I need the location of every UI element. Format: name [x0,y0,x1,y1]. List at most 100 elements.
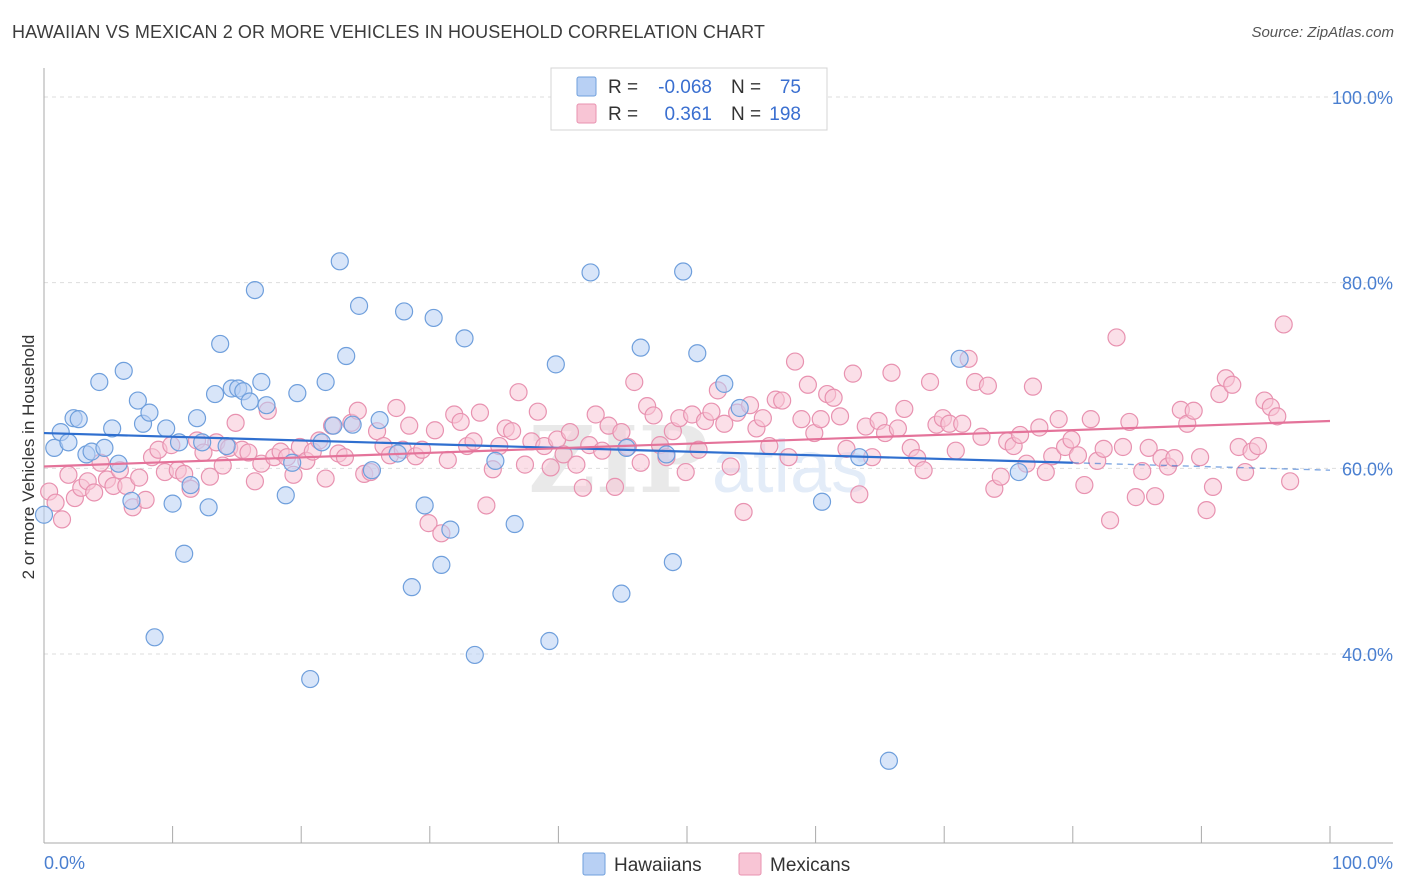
mexican-point [1081,410,1100,429]
mexican-point [953,414,972,433]
mexican-point [914,461,933,480]
hawaiian-point [631,338,650,357]
hawaiian-point [879,751,899,770]
mexican-point [59,465,78,484]
hawaiian-point [69,410,88,429]
hawaiian-point [455,329,474,348]
mexican-point [837,439,856,458]
mexican-point [1062,430,1081,449]
hawaiian-point [730,398,749,418]
legend-n-value-2: 198 [769,104,801,125]
mexican-point [850,485,869,504]
mexican-point [843,364,862,383]
legend-r-value-2: 0.361 [664,104,712,125]
mexican-point [335,448,355,467]
hawaiian-point [252,372,271,392]
mexican-point [1075,475,1094,495]
y-tick-label: 60.0% [1342,459,1393,479]
x-tick-label: 0.0% [44,853,85,873]
mexican-point [715,414,734,433]
mexican-point [1274,315,1293,334]
mexican-point [895,399,914,419]
tick-labels: 40.0% 60.0% 80.0% 100.0% 0.0% 100.0% [44,88,1393,873]
mexican-point [1094,439,1113,458]
mexican-point [400,416,419,435]
hawaiian-point [657,445,676,464]
mexican-point [792,410,811,429]
mexican-point [85,483,104,502]
y-axis-label: 2 or more Vehicles in Household [19,335,38,580]
series-label-mexicans: Mexicans [770,855,850,876]
legend-swatch-mexicans [576,103,597,124]
hawaiian-point [205,384,225,404]
series-swatch-mexicans [738,852,762,876]
hawaiian-point [394,302,414,321]
mexican-point [811,410,830,429]
mexican-point [978,376,998,395]
mexican-point [509,383,528,402]
mexican-point [734,502,753,522]
mexican-point [1126,488,1145,507]
y-tick-label: 40.0% [1342,645,1393,665]
mexican-point [316,469,335,488]
hawaiian-point [90,372,109,392]
mexican-point [528,402,547,421]
mexican-point [1210,384,1229,404]
hawaiian-point [157,419,176,438]
mexican-point [1203,477,1223,496]
mexican-point [1223,375,1242,394]
hawaiian-point [199,498,218,517]
hawaiian-point [540,631,559,651]
mexican-point [130,468,149,487]
hawaiian-point [441,520,460,539]
mexican-point [1049,410,1068,429]
hawaiian-point [59,433,78,452]
mexican-point [1043,447,1062,466]
mexican-point [200,467,219,486]
hawaiian-point [175,544,194,563]
hawaiian-point [337,346,356,366]
hawaiian-point [103,419,122,438]
mexican-point [1165,449,1184,468]
mexican-point [882,363,901,382]
mexican-point [1281,472,1300,491]
hawaiian-point [140,403,159,422]
mexican-point [46,493,65,512]
mexican-point [1248,436,1268,456]
mexican-point [1133,462,1152,481]
legend-r-value-1: -0.068 [658,77,712,98]
hawaiian-point [663,552,682,572]
hawaiian-point [301,669,320,689]
hawaiian-point [1009,462,1028,482]
hawaiian-point [505,514,524,534]
hawaiian-point [402,578,421,597]
mexican-point [438,450,457,470]
hawaiian-point [812,492,832,511]
mexican-point [972,427,991,446]
mexican-point [798,375,817,394]
mexican-point [593,441,612,460]
mexicans-trend-line [43,419,1331,468]
mexican-point [541,458,560,477]
mexican-point [605,477,625,496]
hawaiian-point [546,355,565,374]
mexican-point [567,455,586,474]
mexican-point [830,407,850,426]
mexican-point [1068,446,1088,465]
mexican-point [631,453,650,472]
legend-r-label-1: R = [608,77,638,98]
hawaiian-point [330,252,349,271]
hawaiian-point [211,334,230,354]
mexican-point [554,445,573,464]
hawaiian-point [432,555,451,574]
hawaiian-point [217,436,236,456]
mexican-point [779,448,798,467]
mexican-point [991,467,1010,486]
mexican-point [52,510,72,529]
axes [43,68,1393,844]
mexican-point [1100,511,1120,530]
mexican-point [1191,448,1210,467]
hawaiian-point [424,308,443,328]
mexican-point [625,372,644,392]
mexican-point [946,441,965,460]
